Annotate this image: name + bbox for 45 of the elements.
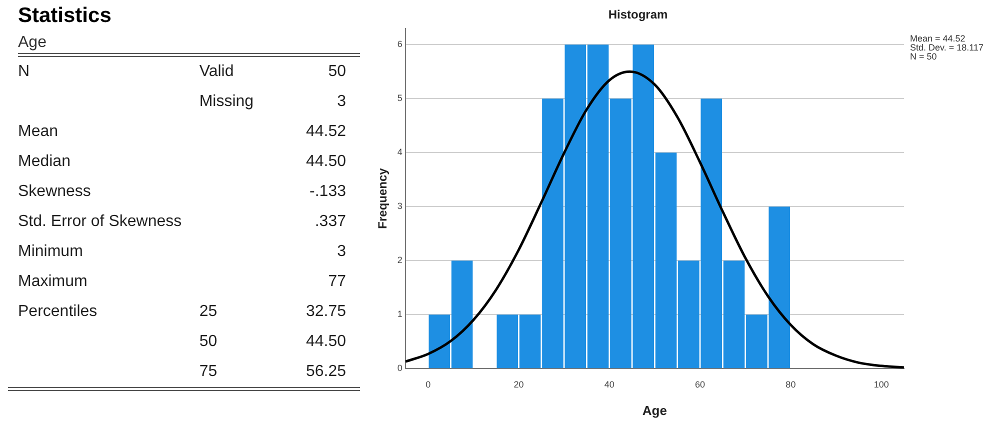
text: 3 [337, 93, 346, 110]
text: Percentiles [18, 303, 98, 320]
y-tick-label: 3 [397, 201, 402, 212]
text: N [18, 63, 30, 80]
text: N = 50 [910, 51, 937, 62]
text: Age [18, 34, 360, 57]
text: Std. Dev. = 18.117 [910, 42, 984, 52]
text: Skewness [18, 183, 91, 200]
text: 44.52 [306, 123, 346, 140]
text: Std. Error of Skewness [18, 213, 182, 230]
x-tick-label: 60 [695, 379, 706, 390]
y-tick-label: 2 [397, 255, 402, 266]
text: 3 [337, 243, 346, 260]
text: Mean = 44.52 [910, 33, 966, 44]
x-tick-label: 40 [604, 379, 614, 390]
y-tick-label: 5 [397, 93, 402, 104]
text: Mean [18, 123, 58, 140]
x-axis-title: Age [642, 402, 667, 418]
text: 25 [199, 303, 218, 320]
text: Valid [199, 63, 234, 80]
chart-title: Histogram [608, 8, 668, 22]
y-tick-label: 0 [397, 363, 402, 374]
text: -.133 [310, 183, 346, 200]
text: 50 [328, 63, 346, 80]
text: Missing [199, 93, 254, 110]
y-tick-label: 1 [397, 309, 402, 320]
text: 44.50 [306, 153, 346, 170]
text: 75 [199, 363, 218, 380]
y-tick-label: 6 [397, 39, 402, 50]
text: .337 [314, 213, 346, 230]
y-axis-title: Frequency [376, 168, 390, 229]
x-tick-label: 80 [786, 379, 796, 390]
text: 32.75 [306, 303, 346, 320]
text: 44.50 [306, 333, 346, 350]
text: 56.25 [306, 363, 346, 380]
text: Minimum [18, 243, 83, 260]
y-tick-label: 4 [397, 147, 402, 158]
x-tick-label: 100 [874, 379, 889, 390]
text: 77 [328, 273, 346, 290]
x-tick-label: 0 [426, 379, 431, 390]
text: 50 [199, 333, 218, 350]
text: Median [18, 153, 70, 170]
text: Statistics [18, 4, 112, 28]
text: Maximum [18, 273, 88, 290]
x-tick-label: 20 [514, 379, 524, 390]
